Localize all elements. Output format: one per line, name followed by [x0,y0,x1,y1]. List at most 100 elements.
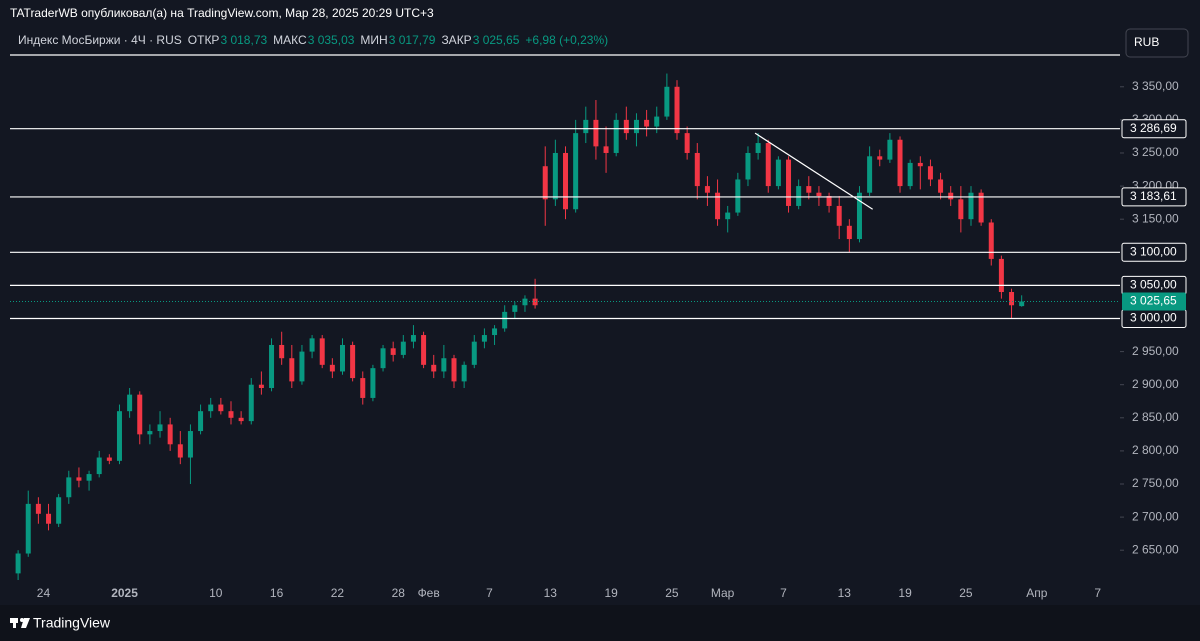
candle-body [481,335,487,342]
legend-change: +6,98 (+0,23%) [525,33,608,47]
level-label-box [1121,187,1187,207]
candle-body [826,196,832,206]
legend-low: 3 017,79 [389,33,436,47]
candle-body [704,186,710,193]
candle-body [846,225,852,240]
currency-button[interactable] [1125,28,1189,58]
x-tick-label: Апр [1026,586,1048,600]
x-tick-label: 25 [959,586,973,600]
candle-body [988,222,994,259]
candle-body [66,477,72,498]
candle-body [654,116,660,127]
candle-body [978,192,984,223]
candle-body [715,192,721,220]
candle-body [339,344,345,372]
level-label-box [1121,242,1187,262]
candle-body [633,119,639,134]
candle-body [512,305,518,312]
candle-body [198,411,204,432]
candle-body [279,344,285,359]
candle-body [674,86,680,134]
candle-body [492,328,498,336]
candle-body [35,503,41,514]
x-tick-label: 28 [392,586,406,600]
legend-open-label: ОТКР [188,33,220,47]
y-tick-label: 2 900,00 [1132,377,1179,391]
candle-body [522,298,528,306]
y-tick-label: 2 800,00 [1132,443,1179,457]
candle-body [593,119,599,147]
candle-body [867,156,873,193]
candle-body [917,162,923,167]
candle-body [187,431,193,458]
candle-body [968,192,974,220]
candle-body [441,358,447,372]
candle-body [400,341,406,355]
candle-body [116,411,122,461]
candle-body [1019,301,1025,307]
candle-body [877,156,883,160]
candle-body [694,152,700,187]
y-tick-label: 2 700,00 [1132,509,1179,523]
candle-body [431,364,437,372]
y-tick-label: 2 950,00 [1132,344,1179,358]
candle-body [289,358,295,382]
candle-body [147,431,153,435]
footer: TradingView [33,615,111,631]
legend-high: 3 035,03 [308,33,355,47]
candle-body [137,394,143,435]
candle-body [360,378,366,398]
candle-body [86,474,92,481]
candle-body [46,513,52,524]
candle-body [816,192,822,197]
level-label: 3 183,61 [1130,189,1177,203]
candle-body [664,86,670,117]
candle-body [370,368,376,398]
candle-body [552,152,558,200]
x-tick-label: 16 [270,586,284,600]
candle-body [775,159,781,187]
candle-body [897,139,903,187]
candle-body [258,384,264,389]
legend-open: 3 018,73 [220,33,267,47]
currency[interactable]: RUB [1134,35,1159,49]
x-tick-label: 7 [486,586,493,600]
candle-body [299,351,305,382]
candle-body [938,179,944,193]
candle-body [623,119,629,134]
x-tick-label: 13 [544,586,558,600]
candle-body [76,477,82,481]
last-price-label: 3 025,65 [1130,294,1177,308]
y-tick-label: 2 750,00 [1132,476,1179,490]
candle-body [15,553,21,574]
candle-body [228,411,234,418]
legend-high-label: МАКС [273,33,307,47]
candle-body [461,364,467,382]
candle-body [644,119,650,127]
y-tick-label: 3 350,00 [1132,79,1179,93]
candle-body [167,424,173,445]
candle-body [725,212,731,220]
level-label: 3 000,00 [1130,311,1177,325]
candle-body [127,394,133,412]
candle-body [502,311,508,329]
x-tick-label: 7 [1094,586,1101,600]
level-label: 3 100,00 [1130,244,1177,258]
candle-body [948,192,954,200]
y-tick-label: 2 650,00 [1132,542,1179,556]
candle-body [958,199,964,220]
candle-body [390,348,396,355]
candle-body [573,133,579,210]
candle-body [887,139,893,160]
candle-body [350,344,356,379]
candle-body [157,424,163,432]
candle-body [309,338,315,352]
candle-body [25,503,31,554]
level-label: 3 050,00 [1130,278,1177,292]
x-tick-label: 2025 [111,586,138,600]
x-tick-label: 7 [780,586,787,600]
candle-body [451,358,457,382]
